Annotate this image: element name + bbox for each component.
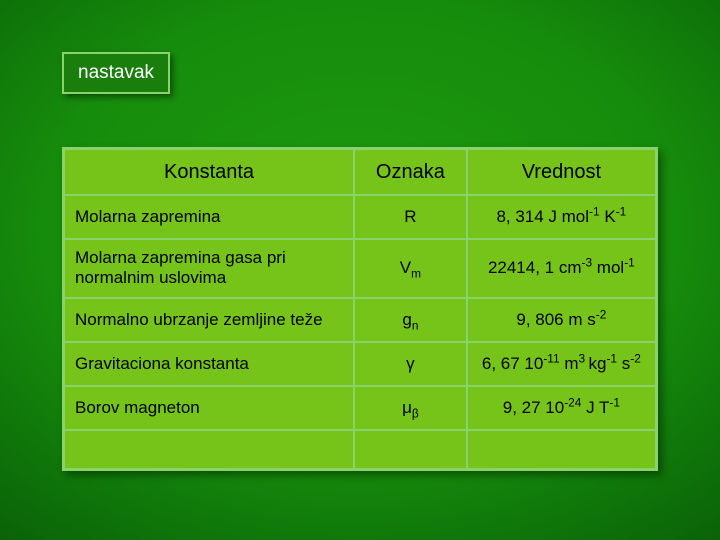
table-row: Molarna zapremina R 8, 314 J mol-1 K-1 <box>64 195 657 239</box>
constants-table: Konstanta Oznaka Vrednost Molarna zaprem… <box>62 147 658 471</box>
table-row-empty <box>64 430 657 470</box>
title-badge: nastavak <box>62 52 170 94</box>
table-row: Molarna zapremina gasa pri normalnim usl… <box>64 239 657 298</box>
cell-vrednost: 22414, 1 cm-3 mol-1 <box>467 239 657 298</box>
table-header-row: Konstanta Oznaka Vrednost <box>64 149 657 196</box>
cell-vrednost: 9, 806 m s-2 <box>467 298 657 342</box>
cell-oznaka: Vm <box>354 239 467 298</box>
cell-vrednost: 6, 67 10-11 m3 kg-1 s-2 <box>467 342 657 386</box>
cell-konstanta: Borov magneton <box>64 386 355 430</box>
col-header-vrednost: Vrednost <box>467 149 657 196</box>
title-badge-text: nastavak <box>78 62 154 83</box>
cell-oznaka: γ <box>354 342 467 386</box>
cell-vrednost: 8, 314 J mol-1 K-1 <box>467 195 657 239</box>
cell-konstanta: Molarna zapremina <box>64 195 355 239</box>
cell-empty <box>64 430 355 470</box>
col-header-oznaka: Oznaka <box>354 149 467 196</box>
col-header-konstanta: Konstanta <box>64 149 355 196</box>
table-row: Gravitaciona konstanta γ 6, 67 10-11 m3 … <box>64 342 657 386</box>
cell-konstanta: Molarna zapremina gasa pri normalnim usl… <box>64 239 355 298</box>
table-row: Normalno ubrzanje zemljine teže gn 9, 80… <box>64 298 657 342</box>
cell-vrednost: 9, 27 10-24 J T-1 <box>467 386 657 430</box>
cell-konstanta: Normalno ubrzanje zemljine teže <box>64 298 355 342</box>
cell-oznaka: R <box>354 195 467 239</box>
cell-oznaka: μβ <box>354 386 467 430</box>
cell-konstanta: Gravitaciona konstanta <box>64 342 355 386</box>
cell-empty <box>467 430 657 470</box>
table-row: Borov magneton μβ 9, 27 10-24 J T-1 <box>64 386 657 430</box>
cell-oznaka: gn <box>354 298 467 342</box>
cell-empty <box>354 430 467 470</box>
